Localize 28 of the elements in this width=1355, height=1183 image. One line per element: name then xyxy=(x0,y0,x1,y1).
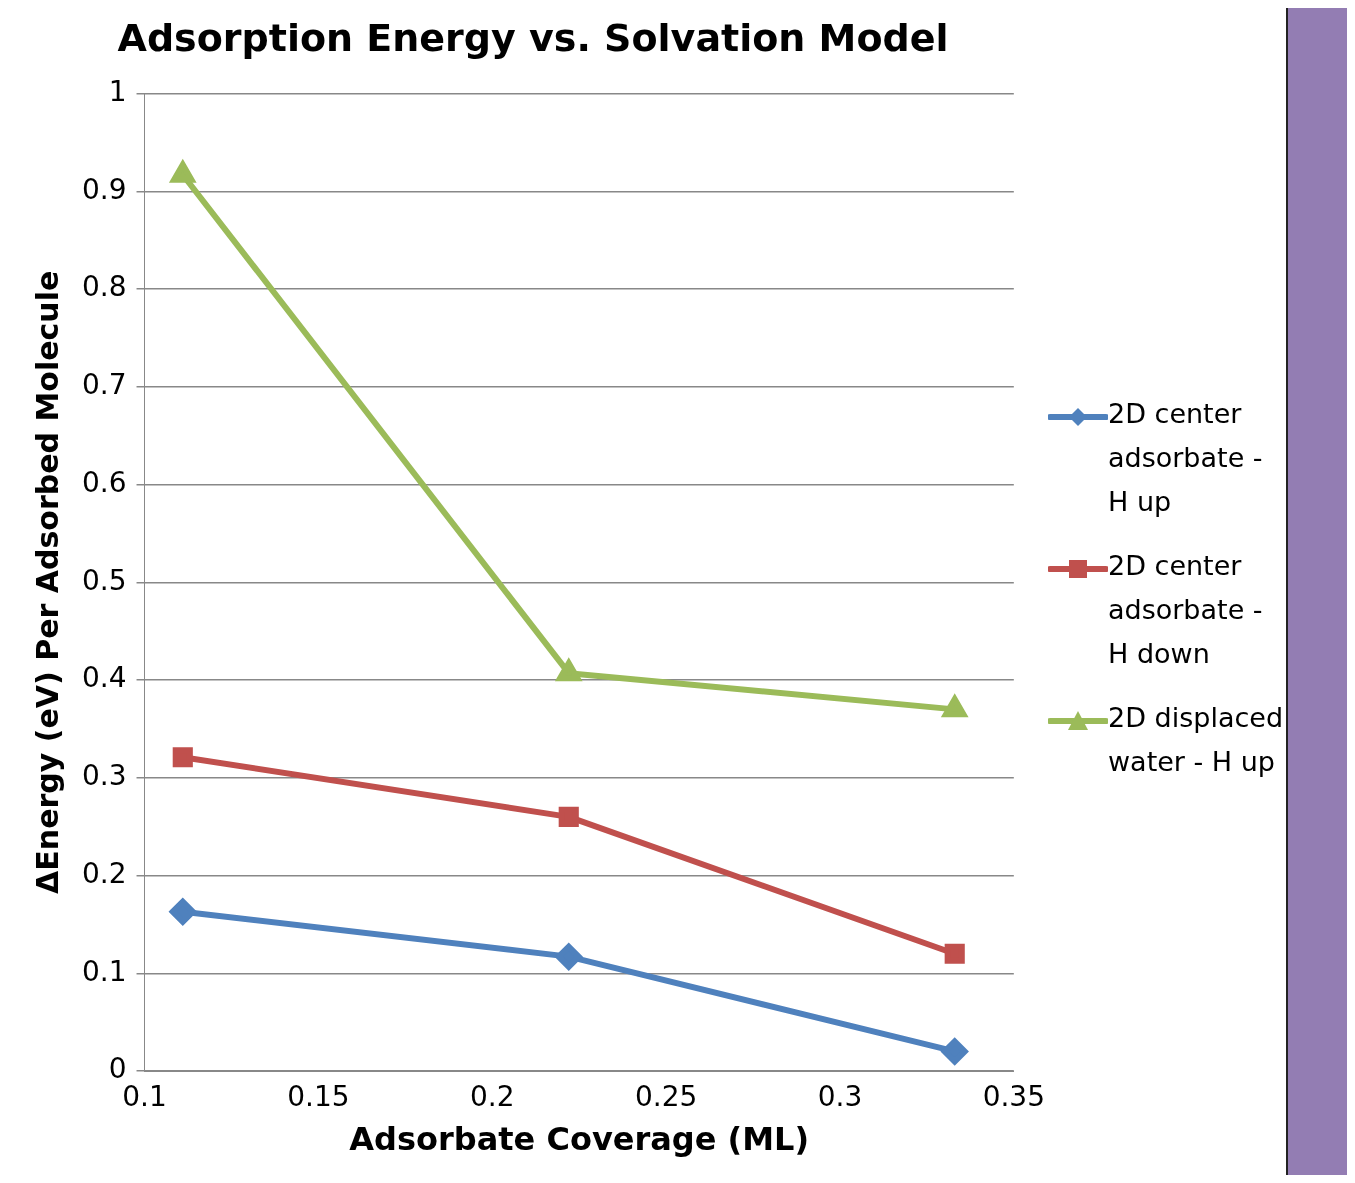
y-tick-label: 0.1 xyxy=(82,954,127,988)
x-axis-title: Adsorbate Coverage (ML) xyxy=(349,1120,810,1159)
y-tick-label: 0.8 xyxy=(82,270,127,304)
x-tick-label: 0.3 xyxy=(817,1080,863,1114)
y-tick-label: 0.5 xyxy=(82,563,127,597)
chart-title: Adsorption Energy vs. Solvation Model xyxy=(117,15,949,60)
point xyxy=(941,1038,968,1065)
point xyxy=(555,943,582,970)
point xyxy=(944,943,965,964)
y-tick-label: 0.3 xyxy=(82,759,127,793)
x-tick-label: 0.25 xyxy=(634,1080,698,1114)
y-tick-label: 0.7 xyxy=(82,368,127,402)
y-tick-label: 1 xyxy=(108,74,127,108)
point xyxy=(172,747,193,768)
legend-label: 2D displaced water - H up xyxy=(1108,700,1285,779)
y-tick-label: 0 xyxy=(108,1052,127,1086)
x-tick-label: 0.35 xyxy=(982,1080,1045,1114)
point xyxy=(558,806,579,827)
y-tick-label: 0.4 xyxy=(82,661,127,695)
legend-label: 2D center adsorbate - H down xyxy=(1108,548,1264,671)
y-tick-label: 0.6 xyxy=(82,465,127,499)
legend-label: 2D center adsorbate - H up xyxy=(1108,396,1264,519)
x-tick-label: 0.15 xyxy=(287,1080,350,1114)
y-axis-title: ΔEnergy (eV) Per Adsorbed Molecule xyxy=(29,270,65,894)
y-tick-label: 0.2 xyxy=(82,856,127,890)
y-tick-label: 0.9 xyxy=(82,172,127,206)
x-tick-label: 0.2 xyxy=(469,1080,515,1114)
point xyxy=(169,898,196,925)
